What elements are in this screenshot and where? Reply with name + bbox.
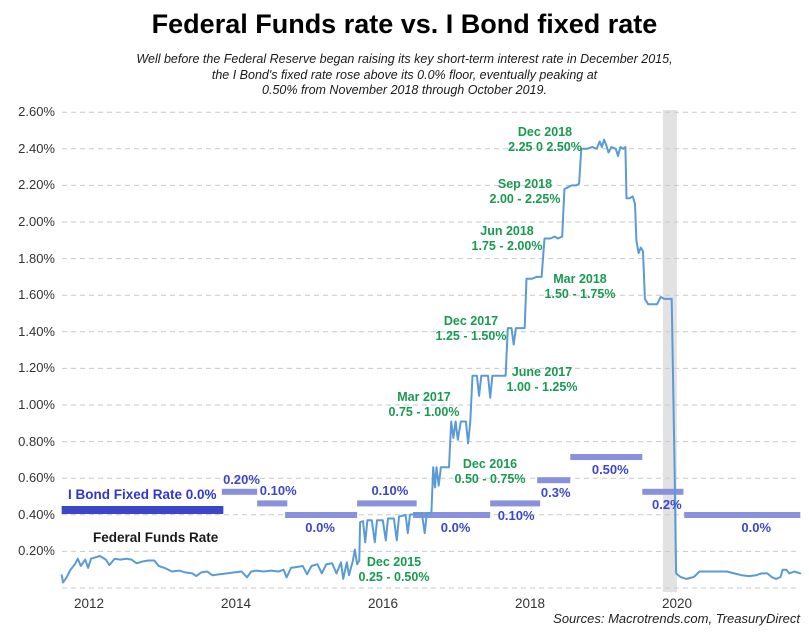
ibond-bar-label: 0.2%	[652, 496, 682, 512]
fed-funds-line	[60, 138, 802, 584]
subtitle-line: 0.50% from November 2018 through October…	[262, 83, 547, 97]
y-tick-label: 0.80%	[18, 433, 55, 449]
y-tick-label: 2.00%	[18, 214, 55, 229]
annotation-date: June 2017	[511, 365, 573, 379]
annotation-range: 1.25 - 1.50%	[435, 329, 507, 343]
y-tick-label: 0.40%	[18, 506, 55, 522]
y-tick-label: 1.40%	[18, 323, 55, 339]
annotation-range: 0.25 - 0.50%	[358, 570, 430, 584]
annotation-date: Dec 2017	[443, 314, 499, 328]
annotation-range: 1.50 - 1.75%	[544, 287, 616, 301]
subtitle-line: Well before the Federal Reserve began ra…	[136, 52, 673, 66]
ibond-bar-label: 0.0%	[305, 520, 335, 535]
chart-title: Federal Funds rate vs. I Bond fixed rate	[151, 9, 658, 39]
annotation-date: Mar 2018	[553, 272, 607, 286]
y-tick-label: 0.20%	[18, 543, 55, 559]
y-tick-label: 1.80%	[18, 250, 55, 266]
x-tick-label: 2012	[73, 596, 105, 611]
y-tick-label: 2.20%	[18, 177, 55, 193]
rate-hike-annotation: Mar 2018 1.50 - 1.75%	[545, 272, 616, 302]
y-tick-label: 1.20%	[18, 360, 55, 376]
x-tick-label: 2016	[367, 596, 399, 611]
ibond-rate-bar	[357, 500, 417, 507]
fed-funds-series-label: Federal Funds Rate	[93, 530, 219, 545]
rate-hike-annotation: Sep 2018 2.00 - 2.25%	[490, 177, 561, 207]
annotation-range: 1.75 - 2.00%	[471, 239, 543, 253]
annotation-date: Mar 2017	[397, 390, 451, 404]
annotation-range: 2.00 - 2.25%	[489, 192, 561, 206]
ibond-bar-label: 0.0%	[741, 520, 772, 535]
ibond-rate-bar	[221, 488, 258, 495]
ibond-rate-bar	[285, 512, 358, 518]
ibond-bar-label: 0.10%	[371, 483, 409, 499]
annotation-range: 2.25 0 2.50%	[508, 140, 582, 154]
x-tick-label: 2014	[220, 596, 252, 611]
annotation-date: Dec 2018	[517, 125, 573, 139]
ibond-rate-bar	[570, 454, 643, 460]
ibond-rate-bar	[684, 512, 801, 518]
ibond-bar-label: 0.3%	[540, 485, 571, 501]
ibond-series-label: I Bond Fixed Rate 0.0%	[68, 487, 217, 502]
annotation-date: Jun 2018	[480, 224, 534, 238]
rate-hike-annotation: Dec 2018 2.25 0 2.50%	[508, 125, 582, 155]
recession-band	[662, 110, 677, 592]
ibond-rate-bar	[257, 500, 288, 507]
rate-hike-annotation: Dec 2017 1.25 - 1.50%	[436, 314, 507, 344]
ibond-bar-label: 0.10%	[497, 508, 535, 524]
ibond-rate-bar	[642, 488, 684, 495]
x-tick-label: 2018	[514, 596, 546, 611]
chart-subtitle: Well before the Federal Reserve began ra…	[0, 52, 809, 99]
ibond-rate-bar	[412, 512, 491, 518]
rate-hike-annotation: Dec 2015 0.25 - 0.50%	[359, 555, 430, 585]
ibond-rate-bar	[61, 506, 224, 514]
ibond-bar-label: 0.20%	[223, 471, 260, 487]
y-tick-label: 0.60%	[18, 470, 55, 486]
y-tick-label: 1.00%	[18, 397, 55, 412]
x-tick-label: 2020	[661, 596, 693, 611]
annotation-date: Dec 2015	[366, 555, 422, 569]
ibond-rate-bar	[490, 500, 541, 507]
annotation-range: 0.75 - 1.00%	[388, 405, 460, 419]
rate-hike-annotation: Mar 2017 0.75 - 1.00%	[389, 390, 460, 420]
annotation-date: Dec 2016	[462, 457, 518, 471]
ibond-bar-label: 0.50%	[591, 462, 629, 477]
annotation-date: Sep 2018	[497, 177, 553, 191]
y-tick-label: 2.40%	[18, 140, 55, 156]
y-tick-label: 2.60%	[18, 104, 55, 120]
source-note: Sources: Macrotrends.com, TreasuryDirect	[553, 611, 800, 626]
rate-hike-annotation: Dec 2016 0.50 - 0.75%	[455, 457, 526, 487]
rate-hike-annotation: June 2017 1.00 - 1.25%	[507, 365, 578, 395]
ibond-rate-bar	[537, 477, 571, 484]
annotation-range: 0.50 - 0.75%	[454, 472, 526, 486]
subtitle-line: the I Bond's fixed rate rose above its 0…	[211, 67, 598, 82]
y-tick-label: 1.60%	[18, 287, 55, 303]
ibond-bar-label: 0.10%	[259, 483, 297, 499]
ibond-bar-label: 0.0%	[440, 520, 471, 535]
rate-hike-annotation: Jun 2018 1.75 - 2.00%	[472, 224, 543, 254]
annotation-range: 1.00 - 1.25%	[506, 380, 578, 394]
